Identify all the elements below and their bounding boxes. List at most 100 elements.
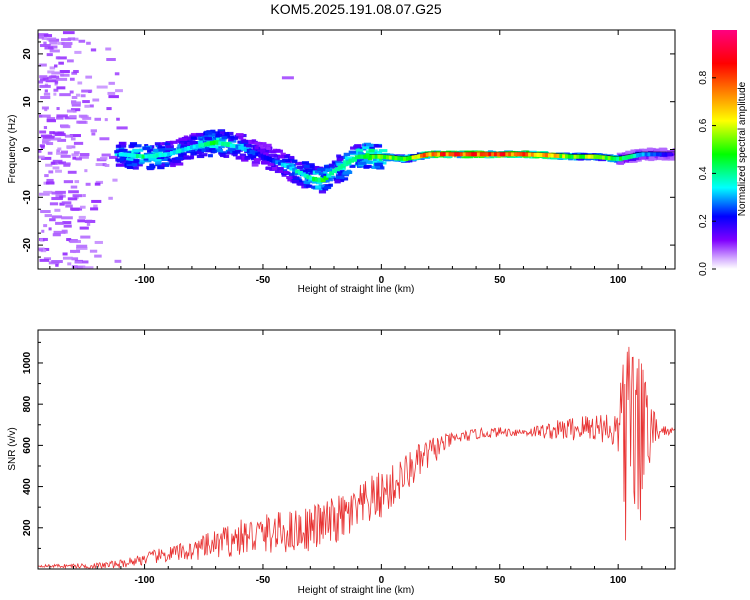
spectral-blob: [220, 144, 225, 149]
spectral-blob: [208, 133, 216, 137]
noise-blob: [38, 155, 45, 159]
spectral-core: [289, 166, 295, 171]
spectral-blob: [158, 148, 166, 152]
spectral-blob: [130, 159, 136, 163]
spectral-blob: [161, 157, 171, 161]
spectral-blob: [204, 149, 212, 153]
spectral-core: [482, 152, 488, 157]
spectral-blob: [323, 184, 332, 188]
spectral-core: [474, 152, 480, 157]
spectral-core: [124, 152, 130, 157]
spectral-core: [556, 153, 562, 158]
spectral-blob: [196, 154, 205, 159]
spectral-blob: [550, 156, 555, 160]
noise-blob: [56, 107, 60, 111]
spectral-blob: [336, 154, 342, 158]
noise-blob: [79, 155, 89, 159]
spectral-blob: [336, 158, 343, 162]
noise-blob: [61, 42, 73, 46]
spectral-blob: [154, 149, 159, 153]
spectral-blob: [162, 163, 170, 167]
noise-blob: [43, 92, 51, 96]
noise-blob: [67, 59, 74, 63]
noise-blob: [66, 146, 72, 150]
spectral-core: [664, 152, 670, 157]
spectral-blob: [134, 163, 143, 167]
spectral-core: [130, 153, 136, 158]
noise-blob: [91, 132, 96, 136]
spectral-core: [278, 161, 284, 166]
noise-blob: [45, 79, 57, 83]
spectral-blob: [143, 157, 150, 161]
spectral-blob: [667, 157, 675, 161]
spectral-blob: [635, 149, 643, 154]
noise-blob: [38, 35, 44, 39]
spectral-blob: [247, 153, 253, 158]
noise-blob: [66, 238, 72, 242]
snr-y-axis-label: SNR (v/v): [7, 427, 18, 470]
spectral-core: [258, 153, 264, 158]
spectral-blob: [208, 154, 213, 158]
spectral-core: [414, 154, 420, 159]
spectral-blob: [292, 175, 297, 179]
spectral-core: [633, 153, 639, 158]
spectral-core: [550, 153, 556, 158]
spectral-core: [309, 176, 315, 181]
spectral-blob: [217, 131, 226, 135]
spectral-blob: [318, 188, 325, 192]
spectral-core: [314, 177, 320, 182]
spectral-blob: [189, 140, 196, 145]
noise-blob: [73, 151, 80, 155]
spectral-core: [181, 147, 187, 152]
spectral-core: [508, 152, 514, 157]
spectral-blob: [179, 139, 186, 143]
noise-blob: [44, 174, 49, 178]
noise-blob: [99, 137, 110, 141]
spectral-core: [357, 154, 363, 159]
spectral-core: [655, 152, 661, 157]
noise-blob: [41, 156, 52, 160]
spectral-core: [502, 152, 508, 157]
spectral-blob: [165, 145, 174, 149]
spectral-core: [221, 141, 227, 146]
spectral-blob: [125, 161, 132, 165]
spectral-core: [198, 143, 204, 148]
spectral-core: [360, 154, 366, 159]
noise-blob: [94, 117, 101, 121]
spectral-blob: [263, 143, 272, 147]
spectral-blob: [178, 137, 188, 141]
spectral-blob: [195, 151, 202, 155]
spectral-blob: [303, 180, 311, 184]
spectral-blob: [153, 151, 163, 155]
spectral-blob: [272, 166, 278, 171]
snr-frame: [37, 329, 676, 570]
spectral-blob: [235, 133, 244, 137]
noise-blob: [108, 95, 119, 99]
noise-blob: [95, 163, 105, 167]
spectral-blob: [357, 151, 363, 155]
noise-blob: [43, 224, 48, 228]
spectral-core: [167, 151, 173, 156]
spectral-blob: [286, 175, 294, 180]
spectral-core: [428, 152, 434, 157]
noise-blob: [39, 144, 45, 148]
noise-blob: [40, 249, 47, 253]
spectral-blob: [311, 185, 316, 189]
noise-blob: [85, 219, 93, 223]
spectral-blob: [114, 150, 121, 154]
y-tick-label: 10: [22, 96, 33, 108]
spectral-core: [641, 152, 647, 157]
spectral-blob: [163, 148, 173, 153]
spectral-core: [332, 169, 338, 174]
spectral-core: [172, 150, 178, 155]
noise-blob: [74, 180, 80, 184]
noise-blob: [52, 166, 60, 170]
spectral-blob: [176, 146, 183, 150]
noise-blob: [55, 169, 62, 173]
spectral-blob: [638, 156, 646, 160]
spectral-blob: [119, 158, 124, 162]
spectral-blob: [162, 142, 168, 146]
noise-blob: [43, 34, 53, 38]
spectral-blob: [197, 136, 203, 140]
spectral-core: [272, 159, 278, 164]
